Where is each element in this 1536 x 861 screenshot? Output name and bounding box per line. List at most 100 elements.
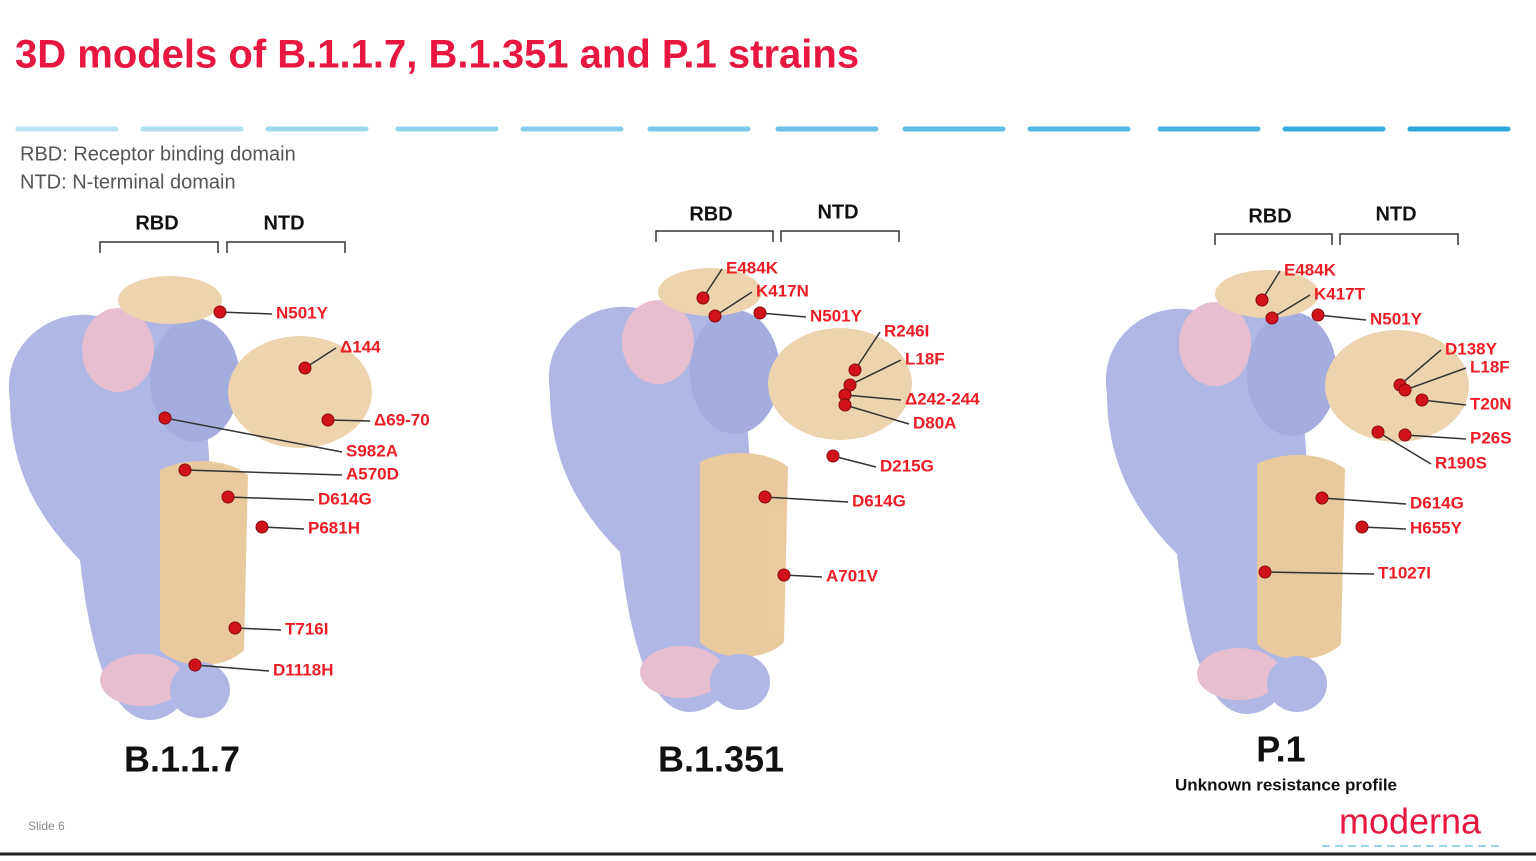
mutation-site [696,291,710,305]
mutation-site [1311,308,1325,322]
mutation-site [255,520,269,534]
mutation-label: R246I [884,321,929,340]
mutation-label: E484K [1284,260,1337,279]
leader-line [1317,314,1367,321]
mutation-label: T20N [1470,394,1512,413]
mutation-site [1255,293,1269,307]
mutation-site [1415,393,1429,407]
protein-rbd [118,276,222,324]
mutation-label: T716I [285,619,328,638]
leader-line [1361,526,1407,530]
mutation-site [1355,520,1369,534]
strain-name: B.1.351 [658,739,784,780]
mutation-label: L18F [1470,357,1510,376]
domain-bracket [99,241,219,253]
leader-line [1404,434,1467,440]
mutation-site [753,306,767,320]
domain-label: RBD [689,203,732,225]
slide-number: Slide 6 [28,819,65,833]
mutation-site [221,490,235,504]
domain-label: RBD [135,212,178,234]
domain-bracket [1339,233,1459,245]
leader-line [194,664,270,672]
protein-chain-c [700,452,788,657]
protein-chain-a-core [150,318,240,442]
strain-name: B.1.1.7 [124,739,240,780]
mutation-site [1258,565,1272,579]
mutation-site [777,568,791,582]
leader-line [844,394,902,401]
strain-name: P.1 [1256,729,1305,770]
mutation-label: D614G [318,489,372,508]
mutation-site [848,363,862,377]
domain-label: RBD [1248,205,1291,227]
domain-bracket [226,241,346,253]
mutation-site [228,621,242,635]
mutation-site [158,411,172,425]
mutation-site [213,305,227,319]
protein-structure [1105,270,1469,714]
mutation-site [1315,491,1329,505]
legend-ntd: NTD: N-terminal domain [20,171,236,193]
leader-line [164,417,343,453]
mutation-site [1265,311,1279,325]
leader-line [764,496,849,503]
mutation-site [321,413,335,427]
protein-chain-a-core [690,310,780,434]
protein-stalk [1197,648,1281,700]
domain-bracket [655,230,774,242]
mutation-label: N501Y [810,306,863,325]
protein-chain-c [160,460,248,665]
mutation-site [188,658,202,672]
mutation-label: D138Y [1445,339,1498,358]
mutation-label: D80A [913,413,956,432]
legend-rbd: RBD: Receptor binding domain [20,143,296,165]
mutation-label: Δ242-244 [905,389,980,408]
leader-line [1264,571,1375,575]
protein-rbd [658,268,762,316]
slide-title: 3D models of B.1.1.7, B.1.351 and P.1 st… [15,33,859,77]
leader-line [1377,431,1432,465]
protein-stalk [100,654,184,706]
protein-chain-b [622,300,694,384]
domain-bracket [780,230,900,242]
protein-ntd [768,328,912,440]
strain-note: Unknown resistance profile [1175,775,1397,794]
protein-chain-b [82,308,154,392]
leader-line [1271,294,1311,319]
leader-line [844,404,910,425]
models: RBD NTD N501Y Δ144 Δ69-70 S982A A570D D614G P681… [8,201,1512,794]
mutation-site [838,398,852,412]
leader-line [327,419,371,422]
leader-line [1404,367,1467,391]
mutation-label: R190S [1435,453,1487,472]
strain-model: RBD NTD N501Y Δ144 Δ69-70 S982A A570D D614G P681… [8,212,430,780]
mutation-site [1371,425,1385,439]
domain-label: NTD [1375,203,1416,225]
mutation-label: P681H [308,518,360,537]
leader-line [759,312,807,318]
leader-line [854,331,881,371]
leader-line [234,627,282,631]
mutation-label: P26S [1470,428,1512,447]
leader-line [1399,349,1442,386]
leader-line [714,291,753,317]
mutation-label: K417N [756,281,809,300]
mutation-label: E484K [726,258,779,277]
mutation-site [708,309,722,323]
protein-base [170,662,230,718]
mutation-label: S982A [346,441,398,460]
leader-line [261,526,305,530]
protein-base [710,654,770,710]
leader-line [1321,497,1407,505]
mutation-label: L18F [905,349,945,368]
domain-label: NTD [817,201,858,223]
leader-line [1421,399,1467,406]
mutation-label: D215G [880,456,934,475]
mutation-label: N501Y [276,303,329,322]
protein-chain-c [1257,454,1345,659]
mutation-label: A701V [826,566,879,585]
mutation-label: T1027I [1378,563,1431,582]
